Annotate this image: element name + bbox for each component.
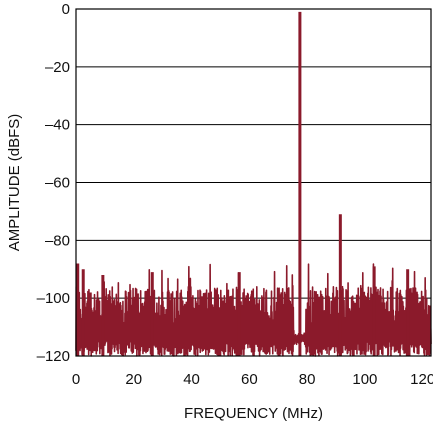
y-tick-label-4: –80 (45, 232, 70, 249)
x-tick-label-2: 40 (183, 371, 200, 388)
y-tick-label-2: –40 (45, 117, 70, 134)
x-tick-label-4: 80 (299, 371, 316, 388)
y-tick-label-6: –120 (37, 348, 70, 365)
y-axis-title: AMPLITUDE (dBFS) (6, 114, 23, 252)
x-tick-label-5: 100 (352, 371, 377, 388)
x-axis-title: FREQUENCY (MHz) (184, 405, 323, 422)
y-tick-label-0: 0 (62, 1, 70, 18)
trace-layer (75, 11, 432, 357)
x-tick-label-1: 20 (125, 371, 142, 388)
noise-floor-trace (75, 263, 432, 357)
x-tick-label-0: 0 (72, 371, 80, 388)
y-tick-label-5: –100 (37, 290, 70, 307)
y-tick-labels: 0 –20 –40 –60 –80 –100 –120 (37, 1, 70, 365)
x-tick-label-3: 60 (241, 371, 258, 388)
plot-frame (75, 8, 432, 357)
x-tick-label-6: 120 (410, 371, 433, 388)
x-tick-labels: 0 20 40 60 80 100 120 (72, 371, 433, 388)
y-tick-label-3: –60 (45, 175, 70, 192)
y-tick-label-1: –20 (45, 59, 70, 76)
frame-layer (75, 8, 432, 357)
